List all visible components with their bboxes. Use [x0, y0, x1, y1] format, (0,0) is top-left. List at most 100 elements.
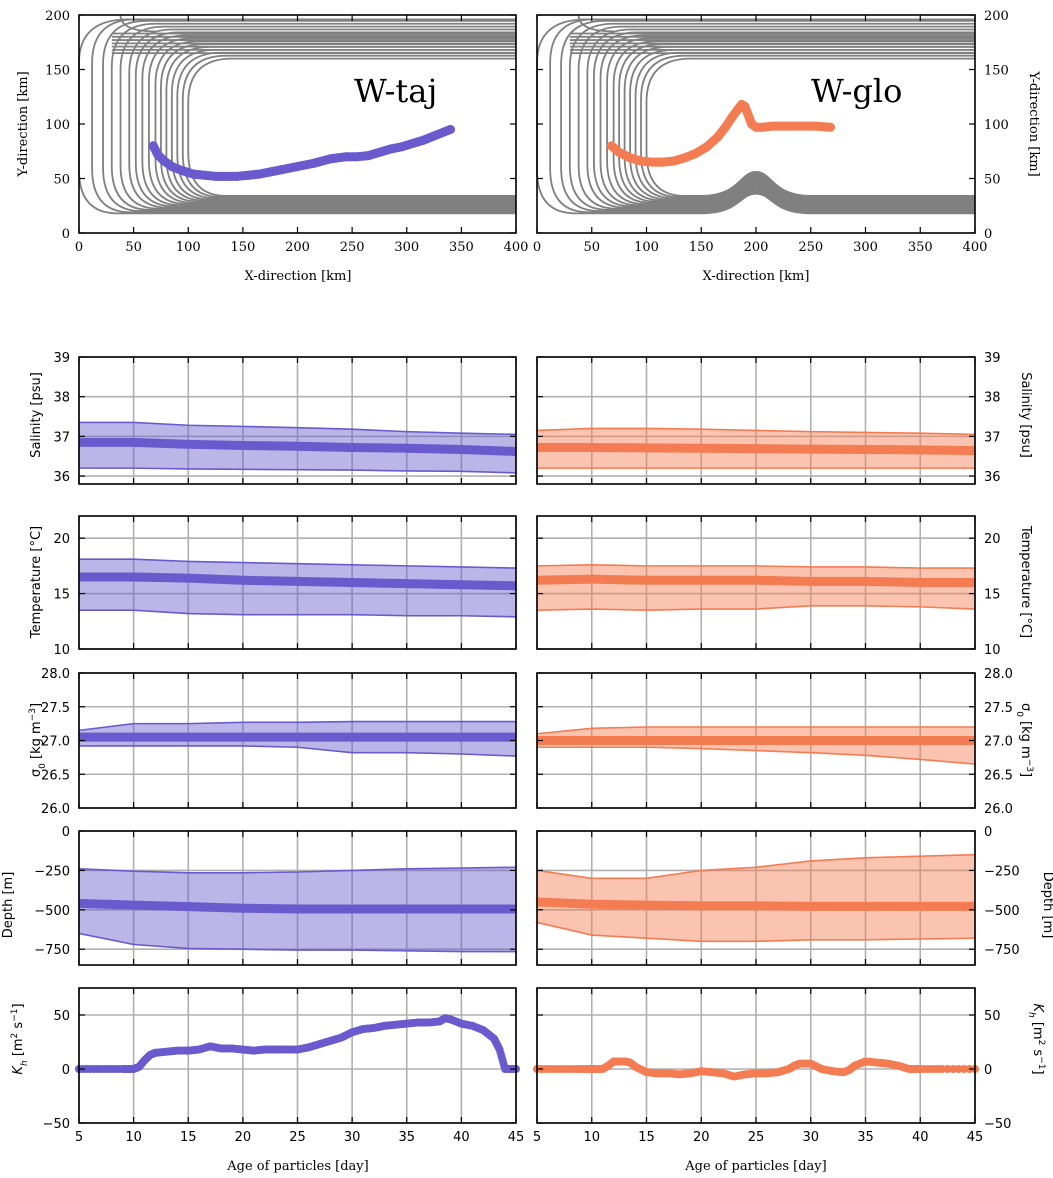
y-tick-label: −500 [984, 904, 1020, 919]
y-tick-label: 0 [62, 1063, 70, 1078]
contour-line [91, 18, 516, 214]
kh-ylabel-left: Kh [m2 s−1] [10, 1003, 30, 1074]
y-tick-label: −750 [34, 943, 70, 958]
map-panel-glo: 0 50 100 150 200 0 50 100 150 200 250 300 350 400 [533, 9, 1009, 255]
x-tick-label: 400 [963, 240, 988, 255]
y-tick-label: 28.0 [41, 667, 70, 682]
map-taj-title: W-taj [354, 72, 437, 110]
upper-bound-line [536, 563, 975, 569]
x-tick-label: 0 [533, 240, 541, 255]
salinity-panel-glo: 36 37 38 39 [536, 351, 1001, 485]
x-tick-label: 100 [634, 240, 659, 255]
lower-bound-line [537, 746, 976, 765]
trajectory-line [606, 99, 835, 167]
trajectory-line [148, 124, 455, 181]
mean-line [536, 897, 975, 911]
x-tick-label: 5 [75, 1130, 83, 1145]
age-xlabel-glo: Age of particles [day] [684, 1159, 826, 1174]
kh-point [960, 1065, 969, 1073]
y-tick-label: 200 [45, 9, 70, 24]
temperature-ylabel-left: Temperature [°C] [29, 526, 44, 639]
x-tick-label: 25 [748, 1130, 765, 1145]
x-tick-label: 150 [689, 240, 714, 255]
y-tick-label: 28.0 [984, 667, 1013, 682]
y-tick-label: −250 [34, 864, 70, 879]
contour-line [134, 31, 516, 208]
y-tick-label: 38 [53, 391, 70, 406]
x-tick-label: 50 [125, 240, 142, 255]
contour-line [560, 19, 975, 212]
kh-point [943, 1065, 952, 1073]
contour-line [536, 18, 975, 215]
map-taj-xlabel: X-direction [km] [245, 269, 352, 284]
x-tick-label: 30 [802, 1130, 819, 1145]
contour-line [618, 43, 975, 203]
y-tick-label: 26.5 [41, 768, 70, 783]
x-tick-label: 300 [394, 240, 419, 255]
contour-line [612, 40, 975, 204]
y-tick-label: 27.5 [41, 701, 70, 716]
y-tick-label: −250 [984, 864, 1020, 879]
y-tick-label: 150 [984, 64, 1009, 79]
kh-point [949, 1065, 958, 1073]
y-tick-label: 150 [45, 64, 70, 79]
x-tick-label: 40 [912, 1130, 929, 1145]
salinity-panel-taj: 36 37 38 39 [53, 351, 517, 485]
contour-line [119, 14, 156, 33]
sigma-ylabel-left: σ0 [kg m−3] [28, 703, 48, 777]
depth-ylabel-left: Depth [m] [1, 872, 16, 939]
lower-bound-line [79, 609, 517, 618]
contour-line [181, 54, 516, 199]
contour-line [549, 18, 975, 214]
lower-bound-line [79, 745, 517, 757]
x-tick-label: 45 [967, 1130, 984, 1145]
map-taj-ylabel: Y-direction [km] [16, 71, 31, 177]
age-xlabel-taj: Age of particles [day] [226, 1159, 368, 1174]
sigma-panel-glo: 26.0 26.5 27.0 27.5 28.0 [536, 667, 1013, 817]
depth-ylabel-right: Depth [m] [1040, 872, 1053, 939]
contour-line [640, 54, 975, 199]
x-tick-label: 400 [504, 240, 529, 255]
x-tick-label: 5 [533, 1130, 541, 1145]
contour-line [110, 22, 516, 211]
upper-bound-line [78, 866, 517, 874]
x-tick-label: 100 [176, 240, 201, 255]
y-tick-label: 0 [984, 1063, 992, 1078]
x-tick-label: 10 [583, 1130, 600, 1145]
contour-line [629, 48, 975, 201]
y-tick-label: −50 [984, 1117, 1011, 1132]
y-tick-label: 100 [984, 118, 1009, 133]
lower-bound-line [79, 467, 517, 474]
lower-bound-line [536, 921, 976, 943]
y-tick-label: 39 [984, 351, 1001, 366]
y-tick-label: 26.0 [41, 802, 70, 817]
kh-panel-glo: −50 0 50 5 10 15 20 25 30 35 40 45 [533, 987, 1011, 1145]
x-tick-label: 35 [398, 1130, 415, 1145]
lower-bound-line [78, 932, 516, 953]
mean-line [78, 899, 516, 914]
y-tick-label: 37 [53, 430, 70, 445]
temperature-ylabel-right: Temperature [°C] [1018, 525, 1033, 638]
x-tick-label: 15 [638, 1130, 655, 1145]
mean-line [79, 572, 517, 591]
x-tick-label: 250 [798, 240, 823, 255]
x-tick-label: 30 [344, 1130, 361, 1145]
contour-line [593, 31, 975, 208]
y-tick-label: 0 [62, 825, 70, 840]
upper-bound-line [78, 720, 516, 732]
x-tick-label: 20 [235, 1130, 252, 1145]
contour-line [645, 57, 975, 197]
salinity-ylabel-left: Salinity [psu] [29, 372, 44, 458]
temperature-panel-glo: 10 15 20 [536, 515, 1001, 658]
y-tick-label: 36 [53, 470, 70, 485]
x-tick-label: 50 [583, 240, 600, 255]
x-tick-label: 40 [453, 1130, 470, 1145]
mean-line [79, 437, 517, 456]
y-tick-label: 27.0 [41, 735, 70, 750]
kh-ylabel-right: Kh [m2 s−1] [1026, 1003, 1046, 1074]
range-band [537, 564, 975, 611]
y-tick-label: 27.0 [984, 735, 1013, 750]
y-tick-label: 37 [984, 430, 1001, 445]
x-tick-label: 200 [744, 240, 769, 255]
